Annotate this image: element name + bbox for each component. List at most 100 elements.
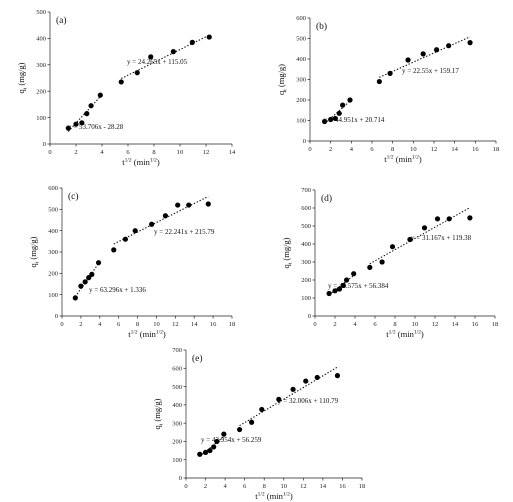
y-tick-label: 200 [36, 88, 46, 95]
data-point [162, 213, 169, 219]
x-tick-label: 16 [210, 321, 217, 328]
y-tick-label: 100 [172, 457, 182, 464]
y-tick-label: 500 [36, 9, 46, 16]
x-tick-label: 14 [320, 483, 327, 490]
y-tick-label: 400 [172, 402, 182, 409]
y-tick-label: 400 [36, 36, 46, 43]
y-tick-label: 0 [179, 475, 182, 482]
y-tick-label: 100 [296, 118, 306, 125]
x-axis-label: t1/2 (min1/2) [128, 329, 166, 339]
data-point [340, 102, 346, 108]
x-tick-label: 10 [281, 483, 288, 490]
y-tick-label: 600 [301, 205, 311, 212]
y-tick-label: 200 [296, 97, 306, 104]
y-axis-label: qt (mg/g) [28, 236, 41, 267]
data-point [421, 225, 428, 231]
data-point [446, 216, 452, 222]
x-tick-label: 14 [191, 321, 198, 328]
data-point [206, 34, 212, 40]
x-tick-label: 12 [432, 321, 439, 328]
x-tick-label: 8 [391, 146, 394, 153]
data-point [347, 97, 353, 103]
y-tick-label: 200 [301, 277, 311, 284]
data-point [79, 120, 85, 126]
x-axis-label: t1/2 (min1/2) [255, 491, 293, 501]
data-point [82, 279, 88, 285]
y-tick-label: 400 [48, 228, 58, 235]
data-point [78, 283, 84, 289]
data-point [170, 49, 176, 55]
x-tick-label: 2 [329, 146, 332, 153]
trend-equation-1: y = 44.951x + 20.714 [324, 116, 385, 124]
y-tick-label: 0 [43, 141, 46, 148]
x-tick-label: 4 [98, 321, 102, 328]
x-tick-label: 16 [472, 146, 479, 153]
y-axis-label: qt (mg/g) [16, 62, 29, 93]
x-tick-label: 14 [229, 149, 236, 156]
x-tick-label: 10 [153, 321, 160, 328]
data-point [249, 419, 255, 425]
data-point [189, 39, 195, 45]
data-point [149, 221, 155, 227]
x-tick-label: 2 [204, 483, 207, 490]
x-tick-label: 12 [431, 146, 438, 153]
y-tick-label: 300 [48, 249, 58, 256]
data-point [175, 202, 181, 208]
y-tick-label: 100 [36, 115, 46, 122]
panel-label: (b) [316, 21, 327, 32]
data-point [148, 54, 154, 60]
data-point [332, 288, 338, 294]
data-point [467, 215, 473, 221]
data-point [389, 244, 396, 250]
y-tick-label: 400 [301, 241, 311, 248]
x-tick-label: 4 [353, 321, 357, 328]
trend-equation-2: y = 32.006x + 110.79 [278, 397, 339, 405]
panel-b: 0 100 200 300 400 500 600 0 2 4 6 8 10 12 14 16 18 t1/2 (… [276, 15, 499, 164]
y-axis-label: qt (mg/g) [276, 64, 289, 95]
data-point [376, 78, 382, 85]
y-axis-label: qt (mg/g) [281, 237, 294, 268]
data-point [434, 216, 441, 222]
data-point [420, 51, 426, 57]
trend-equation-2: y = 22.55x + 159.17 [402, 67, 459, 75]
y-tick-label: 200 [172, 439, 182, 446]
y-tick-label: 500 [301, 223, 311, 230]
data-point [433, 47, 440, 53]
x-tick-label: 18 [229, 321, 236, 328]
data-point [290, 386, 296, 392]
trend-equation-2: y = 31.167x + 119.38 [411, 234, 472, 242]
y-tick-label: 300 [36, 62, 46, 69]
x-tick-label: 4 [100, 149, 104, 156]
data-point [211, 444, 217, 450]
data-point [89, 271, 95, 277]
y-tick-label: 100 [48, 292, 58, 299]
data-point [214, 438, 220, 445]
data-point [407, 236, 413, 243]
x-tick-label: 18 [493, 146, 500, 153]
data-point [344, 277, 350, 283]
y-tick-label: 0 [55, 313, 58, 320]
data-point [205, 201, 211, 207]
x-tick-label: 0 [308, 146, 311, 153]
trendline-1 [199, 436, 225, 457]
data-point [97, 92, 103, 98]
data-point [334, 373, 341, 379]
data-point [405, 57, 411, 63]
panel-label: (e) [192, 353, 203, 364]
trend-equation-2: y = 22.241x + 215.79 [154, 228, 215, 236]
trendline-2 [379, 36, 471, 78]
data-point [236, 426, 243, 433]
y-tick-label: 0 [308, 313, 311, 320]
x-tick-label: 0 [60, 321, 63, 328]
trend-equation-1: y = 43.575x + 56.384 [328, 282, 389, 290]
data-point [351, 271, 357, 277]
y-tick-label: 300 [301, 259, 311, 266]
x-tick-label: 6 [370, 146, 374, 153]
data-point [72, 295, 78, 301]
panel-a: 0 100 200 300 400 500 0 2 4 6 8 10 12 14 t1/2 (min1/2)… [16, 9, 236, 167]
data-point [336, 110, 342, 116]
x-tick-label: 14 [452, 321, 459, 328]
data-point [367, 264, 373, 270]
y-tick-label: 500 [172, 384, 182, 391]
